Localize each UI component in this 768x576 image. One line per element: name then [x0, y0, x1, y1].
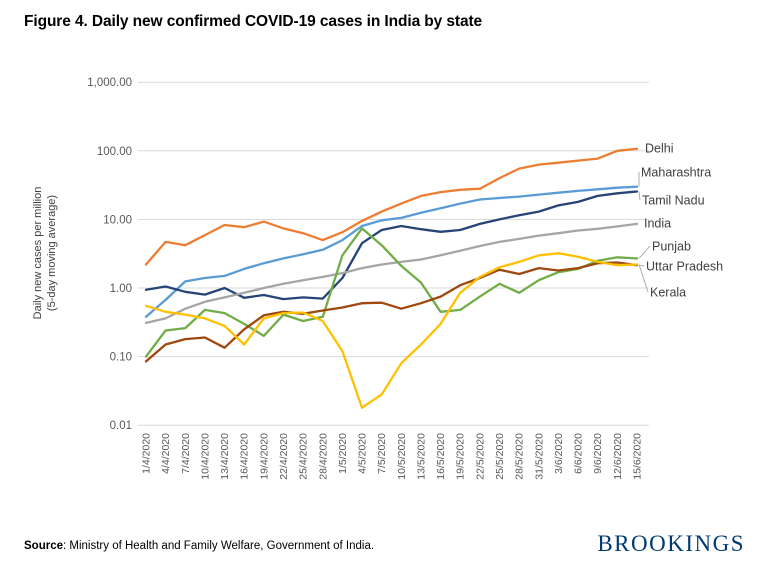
y-tick-label: 100.00 — [97, 146, 132, 158]
x-tick-label: 4/5/2020 — [357, 433, 369, 474]
series-line-punjab — [144, 227, 639, 358]
series-line-india — [144, 222, 639, 325]
x-tick-label: 12/6/2020 — [612, 433, 624, 480]
y-tick-label: 1.00 — [110, 283, 132, 295]
label-leader-line — [638, 245, 651, 259]
x-tick-label: 15/6/2020 — [632, 433, 644, 480]
figure-title: Figure 4. Daily new confirmed COVID-19 c… — [24, 13, 483, 30]
x-tick-label: 22/4/2020 — [278, 433, 290, 480]
series-line-maharashtra — [144, 185, 639, 318]
series-label-uttar-pradesh: Uttar Pradesh — [646, 260, 723, 274]
y-tick-label: 0.10 — [110, 352, 132, 364]
series-line-tamil-nadu — [144, 190, 639, 301]
series-line-kerala — [144, 252, 639, 409]
x-tick-label: 1/5/2020 — [337, 433, 349, 474]
label-leader-line — [638, 191, 641, 201]
x-tick-label: 7/5/2020 — [376, 433, 388, 474]
x-tick-label: 22/5/2020 — [474, 433, 486, 480]
series-label-tamil-nadu: Tamil Nadu — [642, 194, 705, 208]
x-tick-label: 6/6/2020 — [573, 433, 585, 474]
series-line-delhi — [144, 147, 639, 266]
x-tick-label: 4/4/2020 — [160, 433, 172, 474]
series-label-delhi: Delhi — [645, 142, 674, 156]
y-axis-title: Daily new cases per million — [32, 187, 44, 320]
x-tick-label: 10/4/2020 — [199, 433, 211, 480]
x-tick-label: 3/6/2020 — [553, 433, 565, 474]
source-note: Source: Ministry of Health and Family We… — [24, 540, 374, 552]
x-tick-label: 31/5/2020 — [533, 433, 545, 480]
series-label-punjab: Punjab — [652, 240, 691, 254]
series-label-maharashtra: Maharashtra — [641, 166, 711, 180]
brookings-logo: BROOKINGS — [597, 531, 745, 556]
x-tick-label: 13/5/2020 — [415, 433, 427, 480]
y-tick-label: 1,000.00 — [87, 77, 132, 89]
x-tick-label: 25/5/2020 — [494, 433, 506, 480]
source-text: : Ministry of Health and Family Welfare,… — [63, 540, 375, 552]
source-label: Source — [24, 540, 63, 552]
x-tick-label: 19/4/2020 — [258, 433, 270, 480]
label-leader-line — [638, 264, 645, 267]
x-tick-label: 28/4/2020 — [317, 433, 329, 480]
series-label-india: India — [644, 217, 671, 231]
y-tick-label: 0.01 — [110, 420, 132, 432]
x-tick-label: 28/5/2020 — [514, 433, 526, 480]
y-axis-title: (5-day moving average) — [46, 195, 58, 311]
x-tick-label: 7/4/2020 — [180, 433, 192, 474]
x-tick-label: 1/4/2020 — [141, 433, 153, 474]
x-tick-label: 10/5/2020 — [396, 433, 408, 480]
x-tick-label: 25/4/2020 — [298, 433, 310, 480]
x-tick-label: 16/4/2020 — [239, 433, 251, 480]
x-tick-label: 13/4/2020 — [219, 433, 231, 480]
series-label-kerala: Kerala — [650, 286, 686, 300]
x-tick-label: 19/5/2020 — [455, 433, 467, 480]
series-line-uttar-pradesh — [144, 261, 639, 363]
y-tick-label: 10.00 — [103, 214, 132, 226]
label-leader-line — [638, 264, 649, 293]
x-tick-label: 16/5/2020 — [435, 433, 447, 480]
x-tick-label: 9/6/2020 — [592, 433, 604, 474]
